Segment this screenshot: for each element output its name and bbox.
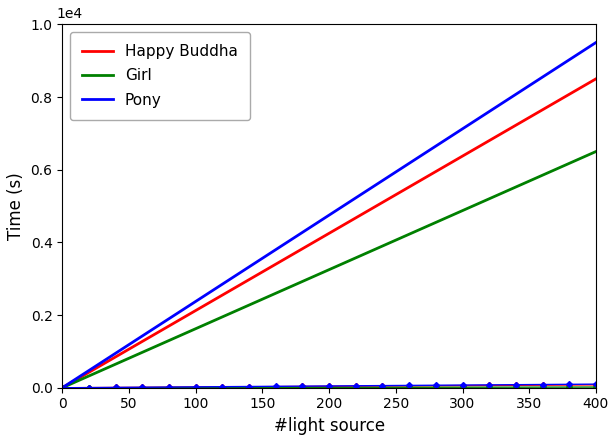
Girl <box>131 353 138 358</box>
Pony <box>59 385 66 390</box>
Girl <box>137 351 144 356</box>
Happy Buddha <box>592 76 599 81</box>
Happy Buddha <box>137 340 144 345</box>
Y-axis label: Time (s): Time (s) <box>7 172 25 240</box>
Happy Buddha <box>301 244 309 250</box>
Legend: Happy Buddha, Girl, Pony: Happy Buddha, Girl, Pony <box>70 32 250 120</box>
Pony <box>301 228 309 233</box>
Girl <box>587 151 594 156</box>
Girl <box>301 278 309 283</box>
Happy Buddha <box>587 79 594 84</box>
X-axis label: #light source: #light source <box>274 417 384 435</box>
Happy Buddha <box>59 385 66 390</box>
Happy Buddha <box>200 304 207 309</box>
Girl <box>59 385 66 390</box>
Pony <box>131 339 138 344</box>
Happy Buddha <box>131 343 138 349</box>
Line: Girl: Girl <box>62 152 596 388</box>
Girl <box>200 323 207 328</box>
Happy Buddha <box>396 190 403 195</box>
Line: Happy Buddha: Happy Buddha <box>62 79 596 388</box>
Line: Pony: Pony <box>62 42 596 388</box>
Pony <box>137 335 144 340</box>
Girl <box>592 149 599 154</box>
Pony <box>592 40 599 45</box>
Pony <box>587 43 594 49</box>
Pony <box>200 294 207 299</box>
Girl <box>396 236 403 241</box>
Text: 1e4: 1e4 <box>57 7 83 21</box>
Pony <box>396 167 403 172</box>
